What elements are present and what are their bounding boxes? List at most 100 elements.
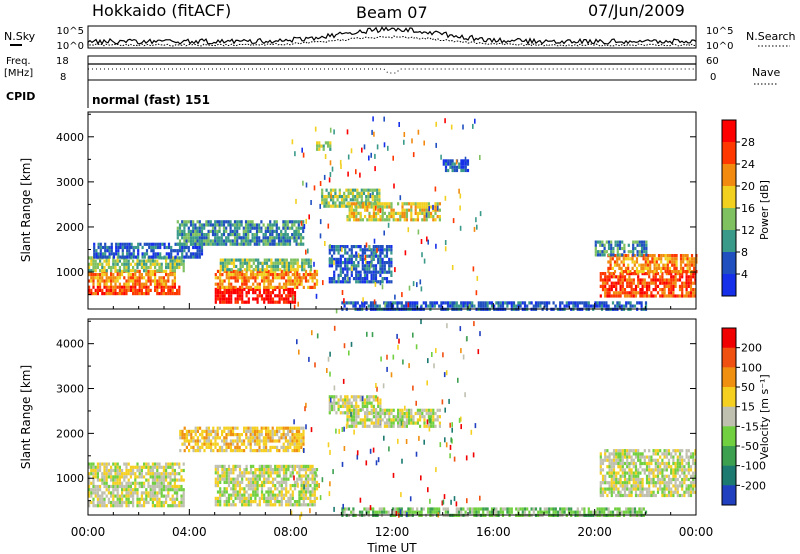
power-cell [280, 236, 283, 240]
power-cell [243, 282, 246, 286]
power-cell [114, 288, 117, 292]
power-cell [132, 249, 135, 253]
power-cell [333, 270, 336, 274]
power-cell [167, 265, 170, 270]
velocity-cell [234, 503, 237, 507]
power-cell [420, 239, 423, 244]
velocity-cell [216, 442, 219, 446]
velocity-cell [241, 493, 244, 497]
power-cell [263, 273, 266, 277]
velocity-cell [621, 465, 624, 469]
velocity-cell [678, 465, 682, 469]
velocity-cell [287, 468, 290, 472]
velocity-cell [427, 408, 430, 412]
velocity-cell [232, 471, 235, 475]
velocity-cell [210, 449, 213, 453]
power-cell [264, 229, 267, 233]
velocity-cell [623, 474, 627, 478]
power-cell [291, 220, 294, 224]
power-cell [280, 276, 283, 280]
power-cell [266, 236, 270, 240]
velocity-cell [88, 488, 91, 492]
power-cell [355, 280, 358, 284]
power-cell [344, 267, 347, 271]
power-cell [671, 270, 674, 274]
power-cell [618, 253, 622, 257]
power-cell [372, 245, 375, 249]
velocity-cell [265, 503, 268, 507]
power-cell [151, 273, 154, 277]
velocity-cell [205, 426, 208, 430]
velocity-cell [274, 468, 277, 472]
power-cell [663, 288, 666, 292]
velocity-cell [648, 458, 651, 462]
velocity-cell [689, 481, 693, 485]
power-cell [149, 282, 152, 286]
power-cell [619, 281, 622, 285]
power-cell [176, 259, 179, 263]
velocity-cell [182, 491, 185, 495]
power-cell [167, 292, 170, 296]
power-cell [192, 220, 195, 224]
velocity-cell [171, 478, 174, 482]
power-cell [319, 233, 322, 239]
power-cell [519, 304, 522, 308]
velocity-cell [383, 424, 386, 428]
power-cell [623, 246, 626, 251]
velocity-cell [274, 500, 277, 504]
power-cell [643, 272, 646, 276]
power-cell [218, 226, 221, 230]
power-cell [167, 252, 171, 256]
velocity-cell [300, 474, 303, 478]
velocity-cell [357, 421, 360, 425]
velocity-cell [278, 500, 281, 504]
velocity-cell [254, 468, 257, 472]
velocity-cell [232, 500, 235, 504]
power-cell [182, 262, 185, 266]
power-cell [260, 220, 263, 224]
velocity-cell [169, 488, 172, 492]
power-cell [252, 261, 255, 265]
velocity-cell [103, 472, 106, 476]
power-cell [499, 304, 502, 308]
power-cell [104, 242, 107, 246]
velocity-cell [121, 500, 124, 505]
velocity-cell [269, 468, 272, 472]
power-cell [99, 269, 102, 273]
power-cell [479, 304, 483, 308]
velocity-cell [260, 474, 264, 478]
freq-panel: Freq. [MHz] 18 8 60 0 Nave [4, 55, 780, 85]
velocity-cell [641, 484, 644, 488]
power-cell [495, 301, 498, 305]
velocity-cell [637, 487, 640, 491]
power-cell [664, 257, 667, 261]
power-cell [295, 242, 298, 246]
power-cell [246, 268, 249, 272]
velocity-cell [630, 449, 633, 453]
velocity-cell [181, 429, 184, 433]
power-cell [196, 245, 199, 250]
power-cell [187, 249, 190, 253]
velocity-cell [630, 468, 633, 472]
power-cell [363, 273, 367, 277]
power-cell [293, 229, 296, 233]
velocity-cell [225, 477, 228, 481]
velocity-cell [216, 500, 220, 504]
power-cell [232, 258, 236, 262]
velocity-cell [129, 491, 132, 495]
velocity-cell [101, 494, 104, 498]
power-cell [419, 205, 422, 209]
velocity-cell [99, 497, 102, 501]
power-cell [178, 288, 181, 292]
velocity-cell [185, 436, 188, 440]
power-cell [105, 273, 108, 277]
velocity-cell [608, 468, 611, 472]
power-cell [347, 301, 351, 305]
power-cell [252, 287, 255, 291]
date-title: 07/Jun/2009 [588, 1, 685, 20]
velocity-cell [676, 455, 679, 459]
power-cell [99, 249, 102, 253]
velocity-cell [364, 415, 367, 419]
power-cell [176, 229, 179, 233]
power-cell [303, 224, 306, 229]
